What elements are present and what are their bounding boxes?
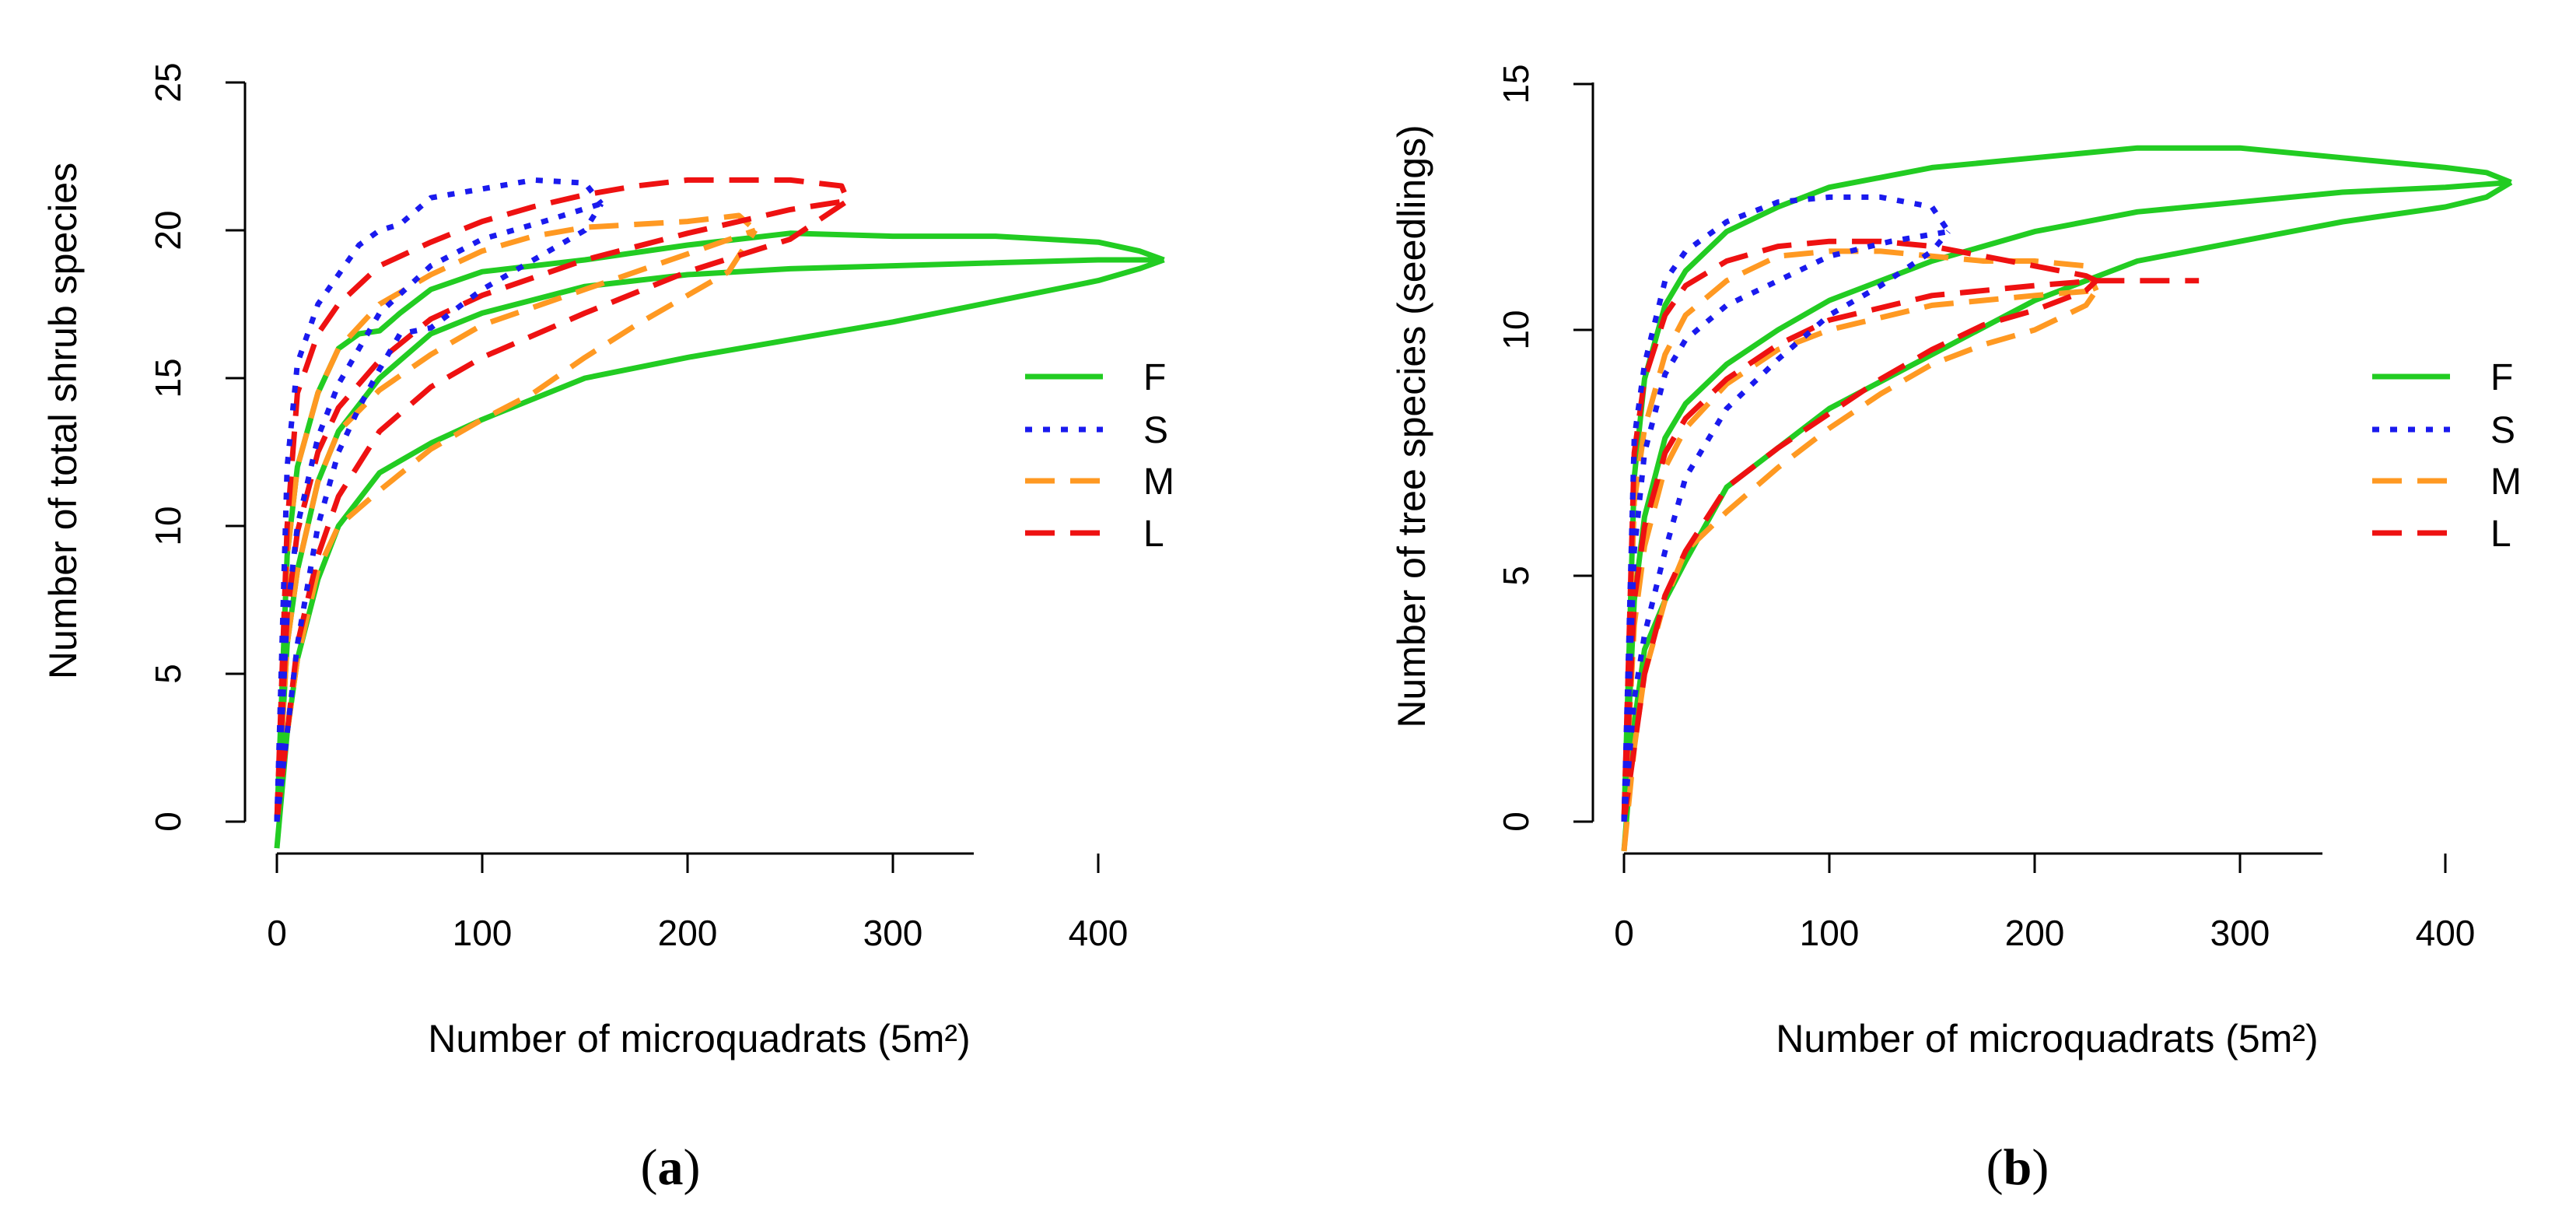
panel-a-y-tick-label: 25 [148, 62, 188, 102]
panel-b-legend: F S M L [2372, 357, 2522, 555]
panel-a-legend-label-F: F [1143, 357, 1166, 398]
panel-b-series-S-lower [1621, 230, 1951, 822]
panel-b-x-tick-label: 0 [1614, 913, 1634, 953]
panel-a-y-ticks [226, 81, 245, 823]
panel-a-x-tick-labels: 0 100 200 300 400 [267, 913, 1128, 953]
panel-a-x-tick-label: 200 [658, 913, 718, 953]
panel-a-legend-label-S: S [1143, 410, 1168, 451]
panel-b-x-tick-labels: 0 100 200 300 400 [1614, 913, 2475, 953]
panel-a-legend-label-M: M [1143, 461, 1174, 503]
panel-a-x-axis-title: Number of microquadrats (5m²) [428, 1017, 970, 1060]
panel-b-series-L-lower [1621, 279, 2098, 822]
panel-b-x-tick-label: 200 [2005, 913, 2065, 953]
panel-a-x-tick-label: 100 [453, 913, 513, 953]
panel-b-curves [1621, 145, 2513, 852]
panel-b-y-tick-label: 15 [1496, 64, 1536, 103]
panel-b-x-axis-title: Number of microquadrats (5m²) [1776, 1017, 2318, 1060]
panel-b-x-tick-label: 400 [2416, 913, 2476, 953]
panel-b-legend-label-S: S [2490, 410, 2515, 451]
panel-b: 0 5 10 15 0 100 200 300 400 Number o [1390, 64, 2522, 1196]
panel-b-series-L-upper [1621, 238, 2098, 822]
panel-b-x-tick-label: 100 [1800, 913, 1860, 953]
panel-b-y-tick-labels: 0 5 10 15 [1496, 64, 1536, 831]
panel-a-x-ticks [275, 854, 1100, 873]
panel-b-series-M-mean [1621, 287, 2097, 822]
panel-a-y-tick-label: 15 [148, 358, 188, 398]
panel-b-series-S-mean [1621, 229, 1949, 822]
panel-b-legend-label-F: F [2490, 357, 2513, 398]
panel-b-series-L-mean [1621, 278, 2200, 822]
panel-b-legend-label-L: L [2490, 514, 2511, 555]
panel-b-y-tick-label: 5 [1496, 566, 1536, 586]
panel-a-x-tick-label: 400 [1069, 913, 1129, 953]
panel-b-series-F-upper [1621, 145, 2512, 822]
panel-b-y-tick-label: 10 [1496, 310, 1536, 349]
panel-a-series-L-mean [274, 198, 849, 822]
panel-a: 0 5 10 15 20 25 0 100 200 300 400 [41, 62, 1174, 1196]
panel-a-y-tick-label: 0 [148, 812, 188, 832]
panel-a-curves [274, 177, 1165, 849]
panel-b-legend-label-M: M [2490, 461, 2522, 503]
panel-a-y-tick-label: 10 [148, 506, 188, 545]
panel-a-series-F-mean [274, 257, 1164, 822]
panel-a-plot-area: 0 5 10 15 20 25 0 100 200 300 400 [41, 62, 1174, 1060]
panel-a-y-tick-label: 5 [148, 664, 188, 684]
panel-a-y-tick-labels: 0 5 10 15 20 25 [148, 62, 188, 831]
panel-a-legend: F S M L [1025, 357, 1174, 555]
panel-a-x-tick-label: 300 [863, 913, 923, 953]
panel-a-series-L-upper [274, 177, 851, 822]
panel-a-caption-letter: a [658, 1139, 684, 1196]
panel-b-y-axis-title: Number of tree species (seedlings) [1390, 124, 1433, 727]
panel-a-y-axis-title: Number of total shrub species [41, 163, 85, 679]
panel-b-series-S-upper [1621, 194, 1951, 822]
panel-a-x-tick-label: 0 [267, 913, 287, 953]
panel-a-caption: (a) [641, 1139, 701, 1196]
panel-a-y-tick-label: 20 [148, 210, 188, 250]
panel-b-series-M-lower [1621, 289, 2099, 852]
panel-b-plot-area: 0 5 10 15 0 100 200 300 400 Number o [1390, 64, 2522, 1060]
panel-a-series-S-mean [274, 201, 603, 822]
panel-b-y-tick-label: 0 [1496, 812, 1536, 832]
panel-b-caption: (b) [1986, 1139, 2049, 1196]
panel-b-x-tick-label: 300 [2210, 913, 2270, 953]
panel-a-series-F-upper [274, 230, 1165, 822]
panel-b-x-ticks [1622, 854, 2447, 873]
panel-a-series-M-lower [274, 229, 758, 822]
panel-a-series-M-upper [274, 212, 758, 822]
panel-a-series-M-mean [274, 227, 757, 822]
panel-b-y-ticks [1573, 82, 1593, 823]
panel-a-legend-label-L: L [1143, 514, 1164, 555]
panel-b-series-M-upper [1621, 248, 2099, 822]
panel-b-caption-letter: b [2004, 1139, 2032, 1196]
panel-a-series-S-lower [274, 202, 604, 822]
panel-b-series-F-mean [1621, 179, 2511, 822]
panel-a-series-F-lower [274, 257, 1165, 849]
